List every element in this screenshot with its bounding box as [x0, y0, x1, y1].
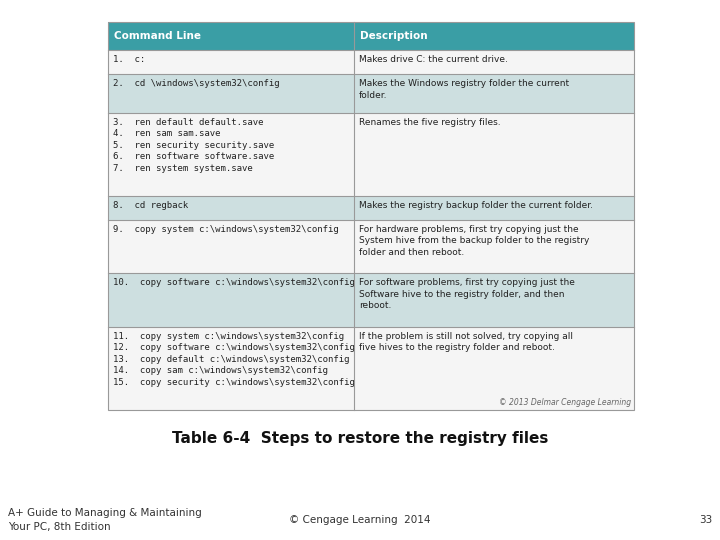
Text: 2.  cd \windows\system32\config: 2. cd \windows\system32\config: [113, 79, 279, 88]
Text: 9.  copy system c:\windows\system32\config: 9. copy system c:\windows\system32\confi…: [113, 225, 338, 234]
Text: For software problems, first try copying just the
Software hive to the registry : For software problems, first try copying…: [359, 278, 575, 310]
Text: Renames the five registry files.: Renames the five registry files.: [359, 118, 501, 127]
Text: A+ Guide to Managing & Maintaining
Your PC, 8th Edition: A+ Guide to Managing & Maintaining Your …: [8, 508, 202, 531]
Bar: [108, 327, 634, 410]
Bar: [108, 74, 634, 113]
Text: 10.  copy software c:\windows\system32\config: 10. copy software c:\windows\system32\co…: [113, 278, 355, 287]
Text: Table 6-4  Steps to restore the registry files: Table 6-4 Steps to restore the registry …: [172, 430, 548, 445]
Text: 8.  cd regback: 8. cd regback: [113, 201, 188, 210]
Bar: [108, 22, 634, 50]
Text: 33: 33: [698, 515, 712, 525]
Text: © 2013 Delmar Cengage Learning: © 2013 Delmar Cengage Learning: [499, 398, 631, 407]
Text: For hardware problems, first try copying just the
System hive from the backup fo: For hardware problems, first try copying…: [359, 225, 590, 256]
Text: Makes the Windows registry folder the current
folder.: Makes the Windows registry folder the cu…: [359, 79, 570, 100]
Text: Makes drive C: the current drive.: Makes drive C: the current drive.: [359, 56, 508, 64]
Text: 1.  c:: 1. c:: [113, 56, 145, 64]
Text: Command Line: Command Line: [114, 31, 201, 41]
Bar: [108, 220, 634, 273]
Text: © Cengage Learning  2014: © Cengage Learning 2014: [289, 515, 431, 525]
Bar: [108, 22, 634, 410]
Text: Makes the registry backup folder the current folder.: Makes the registry backup folder the cur…: [359, 201, 593, 210]
Text: 3.  ren default default.save
4.  ren sam sam.save
5.  ren security security.save: 3. ren default default.save 4. ren sam s…: [113, 118, 274, 173]
Bar: [108, 196, 634, 220]
Bar: [108, 113, 634, 196]
Text: Description: Description: [360, 31, 428, 41]
Text: 11.  copy system c:\windows\system32\config
12.  copy software c:\windows\system: 11. copy system c:\windows\system32\conf…: [113, 332, 355, 387]
Bar: [108, 273, 634, 327]
Bar: [108, 50, 634, 74]
Text: If the problem is still not solved, try copying all
five hives to the registry f: If the problem is still not solved, try …: [359, 332, 573, 352]
